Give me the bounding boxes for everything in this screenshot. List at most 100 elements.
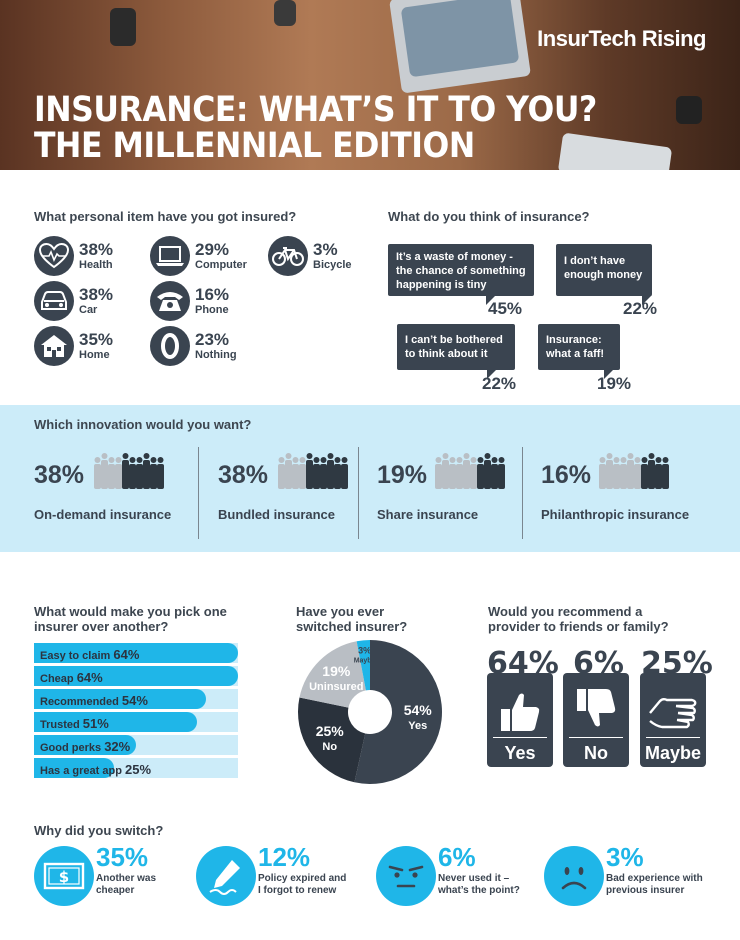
person-icon [327,453,334,489]
pick-question: What would make you pick one insurer ove… [34,604,227,634]
bar [34,735,136,755]
switched-donut-chart: 54% Yes 25% No 19% Uninsured 3% Maybe [298,640,443,784]
bar-category: Cheap [40,673,77,685]
item-home: 35% Home [34,326,113,366]
person-icon [606,453,613,489]
person-icon [648,453,655,489]
recommend-question: Would you recommend a provider to friend… [488,604,669,634]
bubble-pct: 22% [623,299,658,318]
card-divider [646,737,700,738]
people-icon-group [435,453,505,489]
bar-category: Recommended [40,696,122,708]
why-pct: 6% [438,842,476,872]
phone-photo-shape [110,8,136,46]
recommend-label: Maybe [644,743,702,763]
why-pct: 12% [258,842,311,872]
item-label: Home [79,348,110,361]
person-icon [655,457,662,489]
recommend-card-yes: Yes [487,673,553,767]
person-icon [634,457,641,489]
donut-pct: 54% [404,702,433,718]
speech-bubble: Insurance: what a faff! [538,324,620,379]
person-icon [292,457,299,489]
car-icon [34,281,74,321]
item-health: 38% Health [34,236,113,276]
divider [522,447,523,539]
question-line: insurer over another? [34,619,169,634]
item-label: Car [79,303,98,316]
why-label-line: Another was [96,873,157,884]
person-icon [620,457,627,489]
person-icon [334,457,341,489]
divider [358,447,359,539]
thumbs-down-icon [577,689,616,727]
why-label: Bad experience with previous insurer [606,873,703,897]
why-label-line: cheaper [96,885,135,896]
person-icon [484,453,491,489]
item-pct: 35% [79,329,114,349]
person-icon [143,453,150,489]
item-pct: 38% [79,239,114,259]
person-icon [150,457,157,489]
innovation-question: Which innovation would you want? [34,417,252,432]
item-pct: 23% [195,329,230,349]
innovation-label: Share insurance [377,507,479,522]
laptop-icon [150,236,190,276]
bar [34,689,207,709]
donut-pct: 25% [316,723,345,739]
person-icon [94,457,101,489]
item-label: Bicycle [313,258,352,271]
donut-slice [354,640,443,784]
bar-row: Has a great app 25% [34,758,238,778]
innovation-label: On-demand insurance [34,507,172,522]
flat-hand-icon [649,698,697,729]
brand-logo: InsurTech Rising [537,26,706,51]
why-pct: 35% [96,842,149,872]
person-icon [306,453,313,489]
bar-value: 64% [76,670,103,685]
item-computer: 29% Computer [150,236,247,276]
donut-label: No [322,741,337,753]
person-icon [320,457,327,489]
person-icon [285,453,292,489]
thumbs-up-icon [501,693,540,731]
bar-category: Has a great app [40,765,125,777]
donut-label: Yes [408,720,427,732]
item-pct: 3% [313,239,338,259]
bar-row: Recommended 54% [34,689,238,709]
bar-label: Easy to claim 64% [40,647,139,662]
item-label: Computer [195,258,247,271]
person-icon [449,457,456,489]
house-icon [34,326,74,366]
why-label-line: I forgot to renew [258,885,337,896]
donut-pct: 3% [358,645,371,655]
phone-photo-shape [274,0,296,26]
donut-pct: 19% [322,663,351,679]
item-label: Health [79,258,113,271]
bar-row: Cheap 64% [34,666,238,686]
header-banner: InsurTech Rising INSURANCE: WHAT’S IT TO… [0,0,740,170]
person-icon [463,453,470,489]
why-label: Policy expired and I forgot to renew [258,873,346,897]
donut-slice [299,641,366,708]
person-icon [115,457,122,489]
bar [34,643,238,663]
card-divider [493,737,547,738]
personal-items-question: What personal item have you got insured? [34,209,297,224]
title-line-2: THE MILLENNIAL EDITION [34,126,475,166]
why-label-line: what’s the point? [438,885,520,896]
person-icon [641,457,648,489]
why-pct: 3% [606,842,644,872]
donut-label: Maybe [354,657,376,664]
people-icon-group [278,453,348,489]
people-icon-group [94,453,164,489]
why-label: Never used it – what’s the point? [438,873,520,897]
bar-label: Good perks 32% [40,739,130,754]
person-icon [435,457,442,489]
person-icon [157,457,164,489]
person-icon [613,457,620,489]
bubble-pct: 45% [488,299,523,318]
bar-row: Easy to claim 64% [34,643,238,663]
person-icon [491,457,498,489]
recommend-label: Yes [504,743,536,763]
